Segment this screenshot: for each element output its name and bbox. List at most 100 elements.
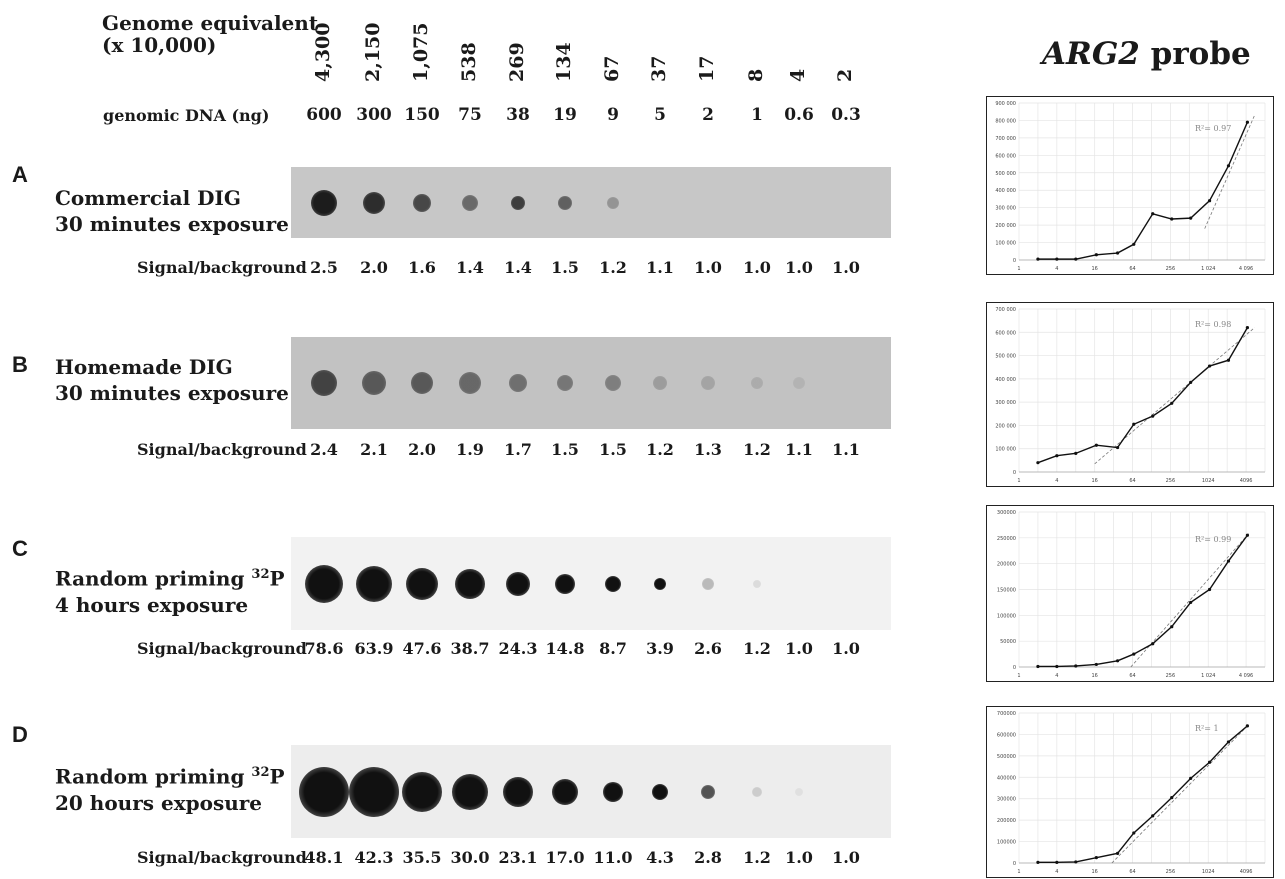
panel-d-sup: 32 <box>251 765 270 780</box>
y-tick-label: 100 000 <box>995 447 1016 453</box>
y-tick-label: 400 000 <box>995 377 1016 383</box>
data-point <box>1132 242 1136 246</box>
signal-value: 1.2 <box>743 639 771 658</box>
blot-dot <box>413 193 431 212</box>
y-tick-label: 50000 <box>1000 639 1016 645</box>
signal-value: 2.6 <box>694 639 722 658</box>
trend-line <box>1094 327 1255 465</box>
genome-value: 37 <box>648 55 670 82</box>
panel-a-blot <box>291 167 891 238</box>
panel-c-blot <box>291 537 891 630</box>
r-squared-label: R²= 0.98 <box>1195 320 1231 329</box>
x-tick-label: 1 024 <box>1201 673 1215 679</box>
blot-dot <box>462 194 478 211</box>
blot-dot <box>701 376 715 390</box>
y-tick-label: 800 000 <box>995 118 1016 124</box>
genome-value: 4 <box>787 68 809 82</box>
x-tick-label: 4 <box>1055 673 1058 679</box>
genome-value: 538 <box>458 42 480 82</box>
signal-value: 1.1 <box>832 440 860 459</box>
data-point <box>1074 860 1078 864</box>
blot-dot <box>793 377 805 389</box>
blot-dot <box>753 579 761 588</box>
blot-dot <box>702 577 714 590</box>
trend-line <box>1204 115 1255 229</box>
signal-value: 78.6 <box>304 639 344 658</box>
data-point <box>1151 642 1155 646</box>
data-point <box>1245 533 1250 537</box>
trend-line <box>1111 724 1249 864</box>
blot-dot <box>509 374 527 392</box>
genome-value: 1,075 <box>410 22 432 83</box>
y-tick-label: 200000 <box>997 562 1016 568</box>
panel-a-line2: 30 minutes exposure <box>55 212 289 236</box>
panel-c-line1: Random priming 32P <box>55 562 285 592</box>
data-point <box>1245 120 1250 124</box>
y-tick-label: 400 000 <box>995 188 1016 194</box>
data-point <box>1207 199 1212 203</box>
panel-b-line2: 30 minutes exposure <box>55 381 289 405</box>
signal-value: 1.0 <box>832 639 860 658</box>
signal-value: 1.0 <box>785 258 813 277</box>
panel-b-condition: Homemade DIG 30 minutes exposure <box>55 354 289 406</box>
y-tick-label: 0 <box>1013 861 1016 867</box>
signal-value: 1.0 <box>832 258 860 277</box>
blot-dot <box>311 370 337 396</box>
data-point <box>1170 401 1174 405</box>
blot-dot <box>552 778 578 805</box>
signal-value: 1.6 <box>408 258 436 277</box>
blot-dot <box>459 372 481 394</box>
dna-value: 600 <box>306 105 342 125</box>
genome-value: 4,300 <box>312 22 334 83</box>
signal-value: 47.6 <box>402 639 442 658</box>
data-point <box>1036 257 1040 261</box>
y-tick-label: 150000 <box>997 588 1016 594</box>
data-point <box>1055 257 1059 261</box>
data-point <box>1055 664 1059 669</box>
x-tick-label: 256 <box>1166 869 1176 875</box>
blot-dot <box>299 766 349 817</box>
data-point <box>1226 164 1231 168</box>
x-tick-label: 4 096 <box>1239 266 1253 272</box>
y-tick-label: 700000 <box>997 711 1016 717</box>
data-point <box>1151 814 1155 818</box>
dna-value: 2 <box>702 105 714 125</box>
y-tick-label: 250000 <box>997 536 1016 542</box>
y-tick-label: 600 000 <box>995 330 1016 336</box>
y-tick-label: 100000 <box>997 840 1016 846</box>
data-point <box>1132 831 1136 835</box>
x-tick-label: 1 024 <box>1201 266 1215 272</box>
blot-dot <box>701 784 715 799</box>
data-point <box>1207 760 1212 764</box>
blot-dot <box>653 376 667 390</box>
signal-value: 2.1 <box>360 440 388 459</box>
signal-value: 1.4 <box>504 258 532 277</box>
r-squared-label: R²= 0.99 <box>1195 535 1231 544</box>
series-line <box>1037 725 1248 864</box>
blot-dot <box>455 568 485 599</box>
genomic-dna-label: genomic DNA (ng) <box>103 106 270 125</box>
signal-value: 2.0 <box>408 440 436 459</box>
panel-b-line1: Homemade DIG <box>55 355 233 379</box>
x-tick-label: 4 <box>1055 478 1058 484</box>
x-tick-label: 64 <box>1129 869 1135 875</box>
signal-value: 14.8 <box>545 639 585 658</box>
y-tick-label: 100000 <box>997 613 1016 619</box>
blot-dot <box>605 575 621 592</box>
signal-value: 1.0 <box>694 258 722 277</box>
panel-c-line1-p: P <box>269 566 285 591</box>
y-tick-label: 300000 <box>997 510 1016 516</box>
signal-value: 17.0 <box>545 848 585 867</box>
signal-value: 4.3 <box>646 848 674 867</box>
panel-b-blot <box>291 337 891 429</box>
dna-value: 5 <box>654 105 666 125</box>
data-point <box>1074 451 1078 455</box>
blot-dot <box>555 573 575 594</box>
data-point <box>1036 461 1040 465</box>
signal-value: 1.5 <box>551 258 579 277</box>
signal-value: 38.7 <box>450 639 490 658</box>
y-tick-label: 0 <box>1013 258 1016 264</box>
blot-dot <box>607 196 619 209</box>
x-tick-label: 1 <box>1017 266 1020 272</box>
blot-dot <box>402 771 442 812</box>
